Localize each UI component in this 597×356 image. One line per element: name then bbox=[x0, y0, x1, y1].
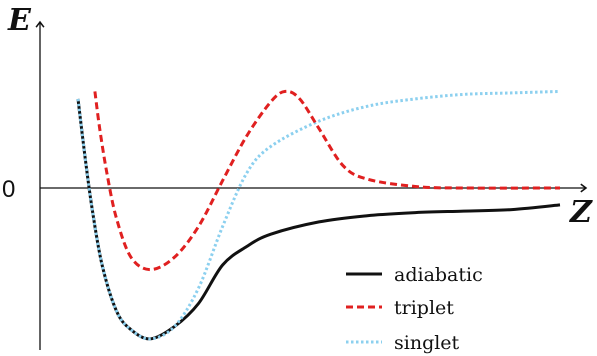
y-axis-label: E bbox=[7, 3, 32, 38]
series-line-adiabatic bbox=[76, 98, 561, 341]
legend: adiabatic triplet singlet bbox=[346, 264, 483, 354]
legend-label-triplet: triplet bbox=[394, 297, 454, 319]
y-tick-label-zero: 0 bbox=[2, 176, 15, 203]
legend-label-singlet: singlet bbox=[394, 332, 460, 354]
legend-label-adiabatic: adiabatic bbox=[394, 264, 483, 286]
x-axis-label: Z bbox=[569, 195, 593, 230]
series-line-triplet bbox=[93, 89, 561, 272]
series-line-singlet bbox=[76, 89, 561, 341]
